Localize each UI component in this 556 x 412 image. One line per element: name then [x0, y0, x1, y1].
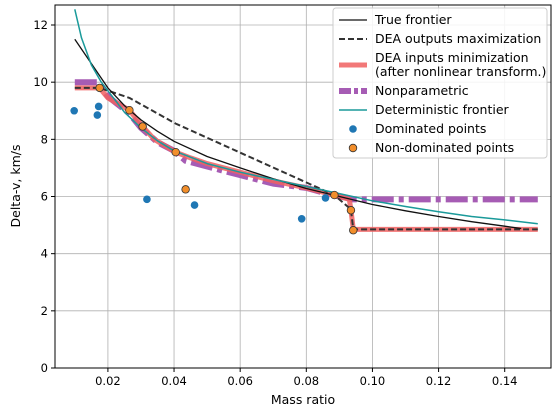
- x-tick-label: 0.02: [95, 374, 121, 388]
- point-dominated-points: [321, 194, 330, 202]
- point-non-dominated-points: [330, 190, 339, 200]
- legend: True frontier DEA outputs maximization DEA…: [332, 7, 548, 159]
- legend-label-dea-outputs-maximization: DEA outputs maximization: [375, 31, 541, 46]
- x-axis-label: Mass ratio: [271, 392, 335, 407]
- legend-label-true-frontier: True frontier: [374, 12, 452, 27]
- legend-label-non-dominated-points: Non-dominated points: [375, 140, 514, 155]
- y-tick-label: 12: [33, 18, 48, 32]
- x-tick-label: 0.14: [492, 374, 518, 388]
- point-non-dominated-points: [171, 148, 180, 157]
- y-tick-label: 8: [41, 132, 48, 146]
- point-non-dominated-points: [349, 226, 358, 235]
- point-dominated-points: [93, 111, 102, 119]
- point-non-dominated-points: [181, 185, 190, 194]
- legend-label-deterministic-frontier: Deterministic frontier: [375, 102, 510, 117]
- plot-frame: [54, 4, 552, 369]
- point-dominated-points: [70, 106, 78, 115]
- legend-swatch-dominated-points: [349, 125, 357, 133]
- y-tick-label: 2: [41, 304, 48, 318]
- legend-label-dea-inputs-minimization-after-nonlinear-transform: DEA inputs minimization (after nonlinear …: [375, 50, 546, 79]
- x-tick-label: 0.08: [294, 374, 320, 388]
- y-tick-label: 4: [41, 247, 48, 261]
- point-dominated-points: [190, 201, 199, 209]
- legend-label-dominated-points: Dominated points: [375, 121, 486, 136]
- point-non-dominated-points: [95, 83, 104, 93]
- x-tick-label: 0.04: [161, 374, 187, 388]
- series-line-true-frontier: [74, 38, 522, 230]
- legend-swatch-non-dominated-points: [348, 143, 358, 153]
- legend-label-nonparametric: Nonparametric: [375, 83, 469, 98]
- point-dominated-points: [94, 102, 103, 111]
- point-non-dominated-points: [346, 206, 356, 215]
- point-non-dominated-points: [138, 122, 147, 131]
- point-non-dominated-points: [125, 105, 134, 115]
- y-tick-label: 10: [33, 75, 48, 89]
- x-tick-label: 0.10: [360, 374, 386, 388]
- point-dominated-points: [143, 195, 151, 204]
- x-tick-label: 0.12: [426, 374, 452, 388]
- x-tick-label: 0.06: [227, 374, 253, 388]
- y-tick-label: 6: [41, 190, 48, 204]
- point-dominated-points: [297, 214, 306, 223]
- series-layer: [70, 9, 538, 235]
- legend-box: [332, 7, 548, 159]
- y-tick-label: 0: [41, 361, 48, 375]
- series-line-dea-outputs-maximization: [74, 86, 538, 231]
- y-axis-label: Delta-v, km/s: [8, 144, 23, 227]
- ticks: 0.02 0.04 0.06 0.08 0.10 0.12 0.14 0 2 4 6 8 10 12: [33, 18, 517, 388]
- series-line-deterministic-frontier: [74, 9, 538, 225]
